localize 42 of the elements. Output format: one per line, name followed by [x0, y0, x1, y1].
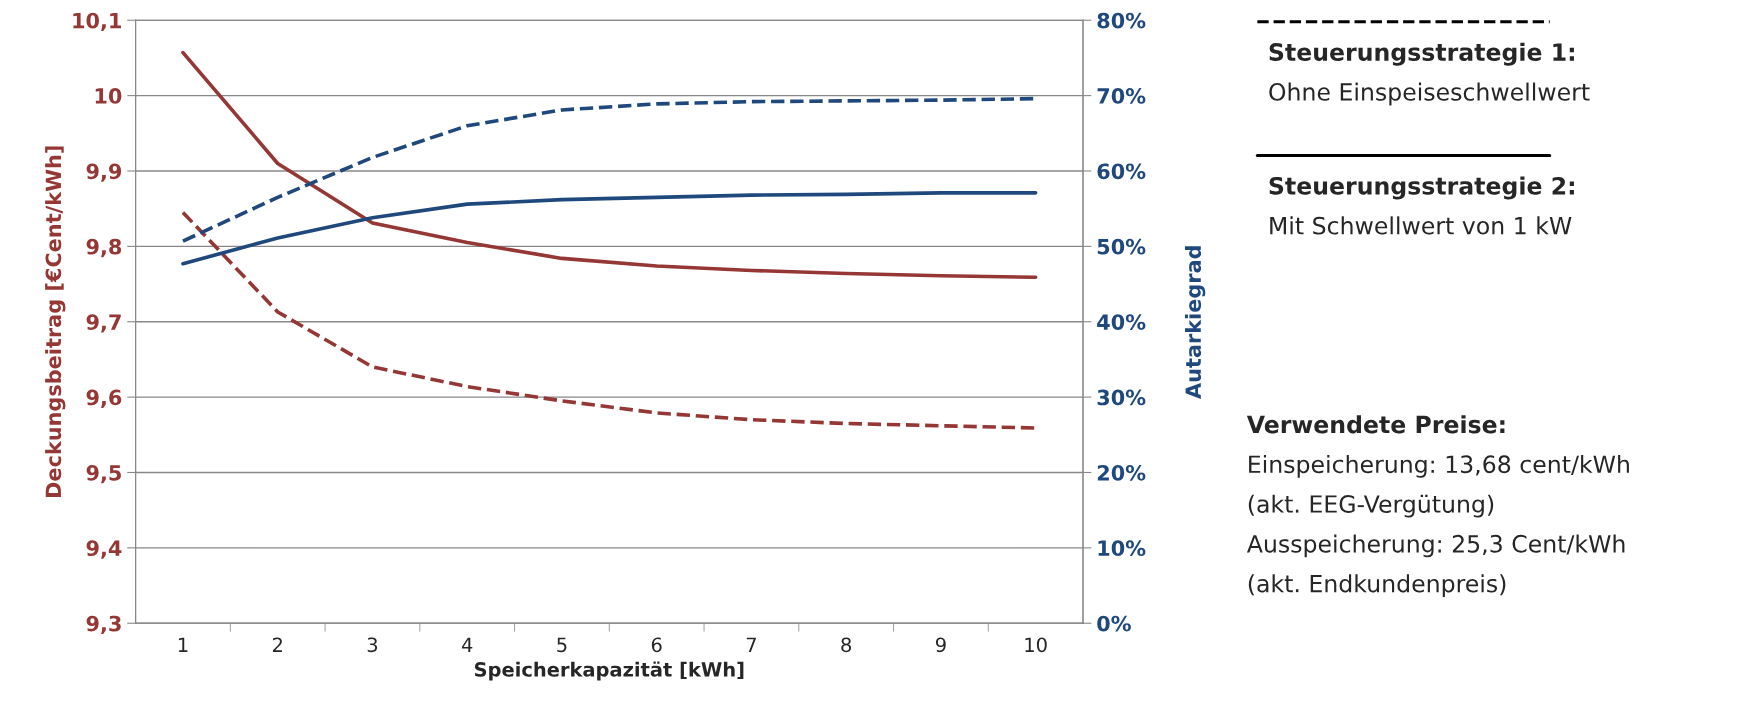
x-tick-label: 4 [461, 637, 473, 652]
x-tick-label: 7 [746, 637, 756, 652]
y2-tick-label: 0% [1097, 615, 1131, 632]
y-tick-label: 9,6 [86, 389, 122, 408]
y-tick-label: 9,4 [86, 540, 122, 559]
text: Ausspeicherung: 25,3 Cent/kWh [1246, 534, 1625, 558]
y-axis-title: Deckungsbeitrag [€Cent/kWh] [45, 146, 66, 497]
y2-tick-label: 70% [1097, 88, 1146, 104]
x-tick-label: 9 [935, 637, 946, 653]
x-tick-label: 6 [651, 637, 662, 653]
text: (akt. Endkundenpreis) [1248, 574, 1506, 598]
x-tick-label: 3 [367, 637, 378, 653]
y-tick-label: 10 [95, 88, 122, 104]
x-tick-label: 2 [272, 637, 282, 652]
y2-tick-label: 40% [1097, 314, 1146, 330]
y-tick-label: 9,9 [86, 163, 122, 182]
line-series [181, 191, 1038, 266]
y2-axis-title: Autarkiegrad [1184, 246, 1206, 399]
y-tick-label: 9,3 [86, 615, 121, 635]
y2-tick-label: 20% [1097, 464, 1146, 481]
x-tick-label: 1 [178, 637, 188, 652]
x-tick-label: 8 [841, 637, 852, 653]
y2-tick-label: 10% [1098, 540, 1146, 557]
text: Steuerungsstrategie 1: [1269, 42, 1574, 66]
line-series [181, 50, 1038, 280]
y-tick-label: 9,5 [86, 464, 121, 484]
text: Ohne Einspeiseschwellwert [1269, 82, 1590, 106]
y2-tick-label: 80% [1097, 12, 1146, 29]
x-tick-label: 10 [1025, 637, 1047, 653]
text: Einspeicherung: 13,68 cent/kWh [1249, 454, 1629, 478]
text: Verwendete Preise: [1246, 415, 1505, 434]
text: Steuerungsstrategie 2: [1269, 176, 1574, 200]
y2-tick-label: 60% [1097, 163, 1146, 180]
x-tick-label: 5 [557, 637, 567, 653]
y2-tick-label: 50% [1097, 238, 1146, 255]
text: (akt. EEG-Vergütung) [1248, 494, 1494, 518]
y-tick-label: 9,8 [86, 238, 122, 258]
text: Mit Schwellwert von 1 kW [1270, 216, 1572, 235]
x-axis-title: Speicherkapazität [kWh] [474, 661, 744, 681]
y-tick-label: 9,7 [86, 314, 121, 333]
y2-tick-label: 30% [1097, 389, 1146, 406]
y-tick-label: 10,1 [73, 12, 121, 32]
